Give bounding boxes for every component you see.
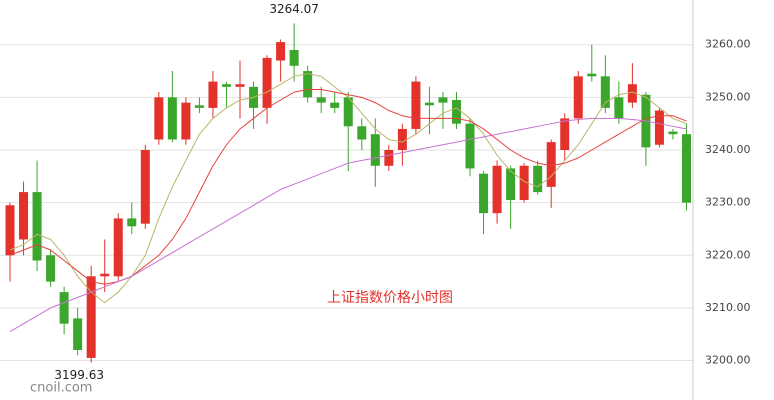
watermark: cnoil.com (30, 381, 92, 396)
candle-body (546, 142, 556, 187)
candle-body (100, 273, 110, 277)
candle-body (235, 84, 245, 87)
candle-body (397, 128, 407, 150)
candle-body (330, 102, 340, 108)
candle-body (46, 255, 56, 282)
candle-body (154, 97, 164, 140)
candle-body (262, 57, 272, 108)
candle-body (303, 71, 313, 98)
max-label: 3264.07 (269, 2, 319, 16)
candle-body (519, 165, 529, 200)
min-label: 3199.63 (54, 368, 104, 382)
candle-body (533, 165, 543, 193)
candle-body (451, 100, 461, 124)
candle-body (86, 276, 96, 358)
candle-body (424, 102, 434, 106)
candle-body (384, 150, 394, 166)
candle-body (221, 84, 231, 87)
candle-body (113, 218, 123, 277)
candle-body (19, 192, 29, 240)
candle-body (5, 205, 15, 256)
candle-body (573, 76, 583, 119)
candle-body (208, 81, 218, 108)
candle-body (411, 81, 421, 129)
candle-body (627, 84, 637, 103)
candle-body (59, 292, 69, 324)
candle-body (492, 165, 502, 214)
candle-body (316, 97, 326, 103)
candle-body (479, 173, 489, 214)
candle-body (73, 318, 83, 350)
y-tick-label: 3260.00 (705, 38, 751, 51)
candle-body (194, 105, 204, 108)
candle-body (614, 97, 624, 119)
candle-body (587, 73, 597, 77)
candle-body (600, 76, 610, 108)
y-tick-label: 3210.00 (705, 301, 751, 314)
candle-body (32, 192, 42, 261)
candle-body (465, 123, 475, 169)
candle-body (140, 150, 150, 224)
candle-body (167, 97, 177, 140)
candle-body (682, 134, 691, 203)
candle-body (343, 97, 353, 127)
candle-body (289, 50, 299, 66)
candle-body (506, 168, 516, 200)
candle-body (127, 218, 137, 227)
y-tick-label: 3200.00 (705, 354, 751, 367)
candle-body (668, 131, 678, 135)
candle-body (357, 126, 367, 140)
candle-body (181, 102, 191, 140)
y-tick-label: 3220.00 (705, 248, 751, 261)
candle-body (370, 134, 380, 166)
candle-body (276, 42, 286, 61)
candle-body (654, 110, 664, 145)
candle-body (560, 118, 570, 150)
moving-average (9, 73, 687, 304)
candle-body (438, 97, 448, 103)
y-tick-label: 3250.00 (705, 90, 751, 103)
y-tick-label: 3240.00 (705, 143, 751, 156)
moving-average (9, 117, 687, 333)
chart-title: 上证指数价格小时图 (327, 290, 453, 306)
y-tick-label: 3230.00 (705, 196, 751, 209)
